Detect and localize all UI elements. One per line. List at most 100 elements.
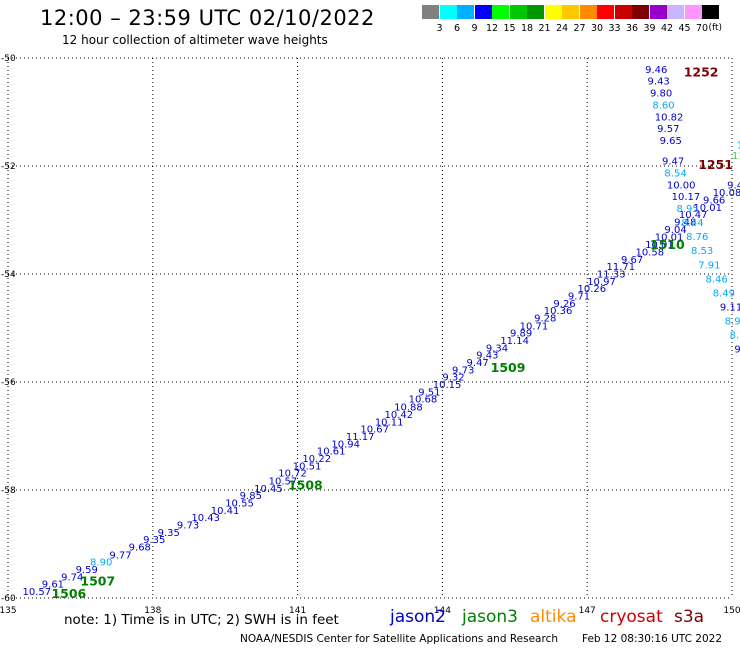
track-time-label: 1509 xyxy=(491,360,526,375)
swh-value-label: 9.57 xyxy=(657,124,679,135)
color-swatch xyxy=(474,5,492,19)
x-tick-label: 150 xyxy=(723,606,740,616)
swh-value-label: 8.49 xyxy=(713,288,735,299)
swh-value-label: 10.00 xyxy=(667,180,696,191)
swh-value-label: 8.90 xyxy=(90,557,112,568)
swh-value-label: 10.01 xyxy=(655,233,684,244)
swh-value-label: 11.14 xyxy=(500,336,529,347)
swh-value-label: 8.53 xyxy=(691,246,713,257)
swh-value-label: 10.17 xyxy=(672,192,701,203)
color-swatch xyxy=(579,5,597,19)
swh-value-label: 10.61 xyxy=(317,447,346,458)
swh-value-label: 9.47 xyxy=(467,358,489,369)
color-scale-label: 33 xyxy=(608,23,621,34)
color-scale-unit: (ft) xyxy=(708,23,723,33)
swh-value-label: 9.59 xyxy=(76,565,98,576)
swh-value-label: 11.4 xyxy=(732,151,740,162)
swh-value-label: 9.73 xyxy=(177,521,199,532)
swh-value-label: 9.67 xyxy=(621,255,643,266)
swh-value-label: 9.43 xyxy=(648,77,670,88)
color-scale-label: 70 xyxy=(695,23,709,34)
color-scale-label: 21 xyxy=(538,23,551,34)
color-swatch xyxy=(562,5,579,19)
swh-value-label: 9.71 xyxy=(568,292,590,303)
track-time-label: 1507 xyxy=(80,574,115,589)
swh-value-label: 10.01 xyxy=(645,240,674,251)
track-time-label: 1506 xyxy=(51,586,86,601)
swh-value-label: 8.76 xyxy=(686,232,708,243)
swh-value-label: 10.68 xyxy=(409,395,438,406)
swh-value-label: 8.60 xyxy=(652,100,674,111)
track-time-label: 1510 xyxy=(650,237,685,252)
swh-value-label: 10.72 xyxy=(278,469,307,480)
y-tick-label: -60 xyxy=(1,594,16,604)
y-tick-label: -54 xyxy=(1,270,16,280)
swh-value-label: 10.94 xyxy=(331,440,360,451)
legend-item-jason2: jason2 xyxy=(390,607,446,627)
page-subtitle: 12 hour collection of altimeter wave hei… xyxy=(62,33,328,47)
color-swatch xyxy=(422,5,439,19)
swh-value-label: 10.36 xyxy=(544,306,573,317)
color-swatch xyxy=(527,5,544,19)
swh-value-label: 10.08 xyxy=(713,188,740,199)
y-tick-label: -56 xyxy=(1,378,16,388)
swh-value-label: 9.43 xyxy=(476,350,498,361)
swh-value-label: 11.71 xyxy=(607,262,636,273)
x-tick-label: 135 xyxy=(0,606,17,616)
swh-value-label: 9.47 xyxy=(662,157,684,168)
color-swatch xyxy=(492,5,509,19)
color-scale-label: 39 xyxy=(643,23,656,34)
color-scale-label: 45 xyxy=(678,23,691,34)
swh-value-label: 7.91 xyxy=(698,260,720,271)
legend-item-jason3: jason3 xyxy=(462,607,518,627)
swh-value-label: 10.22 xyxy=(302,454,331,465)
x-tick-label: 141 xyxy=(289,606,306,616)
swh-value-label: 10.57 xyxy=(22,587,51,598)
color-scale-label: 18 xyxy=(520,23,534,34)
swh-value-label: 10.43 xyxy=(191,513,220,524)
color-scale-label: 15 xyxy=(503,23,516,34)
color-swatch xyxy=(632,5,649,19)
color-swatch xyxy=(667,5,684,19)
swh-value-label: 10.57 xyxy=(269,476,298,487)
legend-item-cryosat: cryosat xyxy=(600,607,663,627)
color-swatch xyxy=(544,5,562,19)
swh-value-label: 9.68 xyxy=(129,543,151,554)
swh-value-label: 9.73 xyxy=(452,366,474,377)
y-tick-label: -52 xyxy=(1,162,16,172)
color-scale-label: 6 xyxy=(453,23,461,34)
swh-value-label: 9.0 xyxy=(734,345,740,356)
swh-value-label: 10.45 xyxy=(254,484,283,495)
swh-value-label: 9.46 xyxy=(645,65,667,76)
footnote: note: 1) Time is in UTC; 2) SWH is in fe… xyxy=(64,612,339,628)
color-swatch xyxy=(439,5,457,19)
swh-value-label: 8.95 xyxy=(676,204,698,215)
color-swatch xyxy=(614,5,632,19)
swh-value-label: 9.66 xyxy=(703,195,725,206)
swh-value-label: 9.77 xyxy=(109,550,131,561)
color-scale-label: 3 xyxy=(436,23,443,34)
swh-value-label: 9.48 xyxy=(674,218,696,229)
color-swatch xyxy=(457,5,474,19)
swh-value-label: 10.11 xyxy=(375,417,404,428)
legend-item-s3a: s3a xyxy=(674,607,705,627)
swh-value-label: 10.58 xyxy=(635,247,664,258)
swh-value-label: 10.41 xyxy=(211,506,240,517)
swh-value-label: 10.71 xyxy=(520,321,549,332)
color-scale-label: 12 xyxy=(485,23,499,34)
color-swatch xyxy=(597,5,614,19)
swh-value-label: 9.26 xyxy=(553,299,575,310)
swh-value-label: 9.80 xyxy=(650,89,672,100)
swh-value-label: 9.61 xyxy=(42,579,64,590)
y-tick-label: -58 xyxy=(1,486,16,496)
legend-item-altika: altika xyxy=(530,607,577,627)
color-scale-label: 42 xyxy=(660,23,674,34)
color-scale-label: 9 xyxy=(471,23,478,34)
swh-value-label: 11.17 xyxy=(346,432,375,443)
swh-value-label: 9.85 xyxy=(240,491,262,502)
swh-value-label: 9.65 xyxy=(660,136,682,147)
swh-value-label: 8.54 xyxy=(664,168,686,179)
swh-value-label: 10.42 xyxy=(384,410,413,421)
